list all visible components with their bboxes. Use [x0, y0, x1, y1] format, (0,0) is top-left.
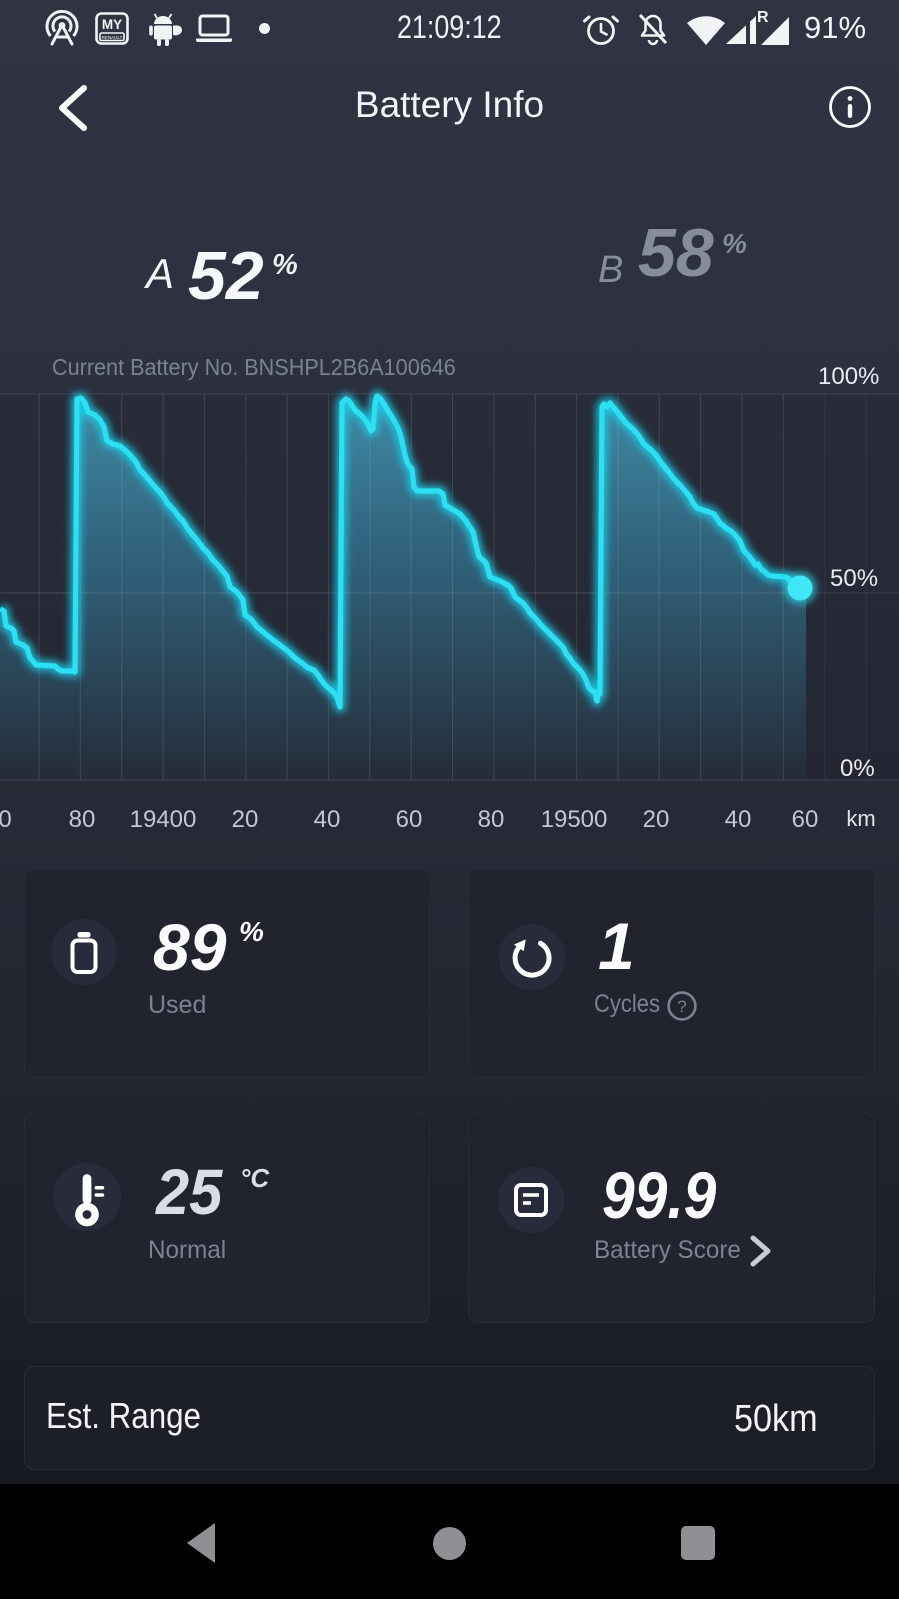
svg-text:?: ? — [677, 997, 686, 1016]
svg-text:MY: MY — [102, 17, 122, 32]
svg-text:RENAULT: RENAULT — [102, 35, 123, 40]
